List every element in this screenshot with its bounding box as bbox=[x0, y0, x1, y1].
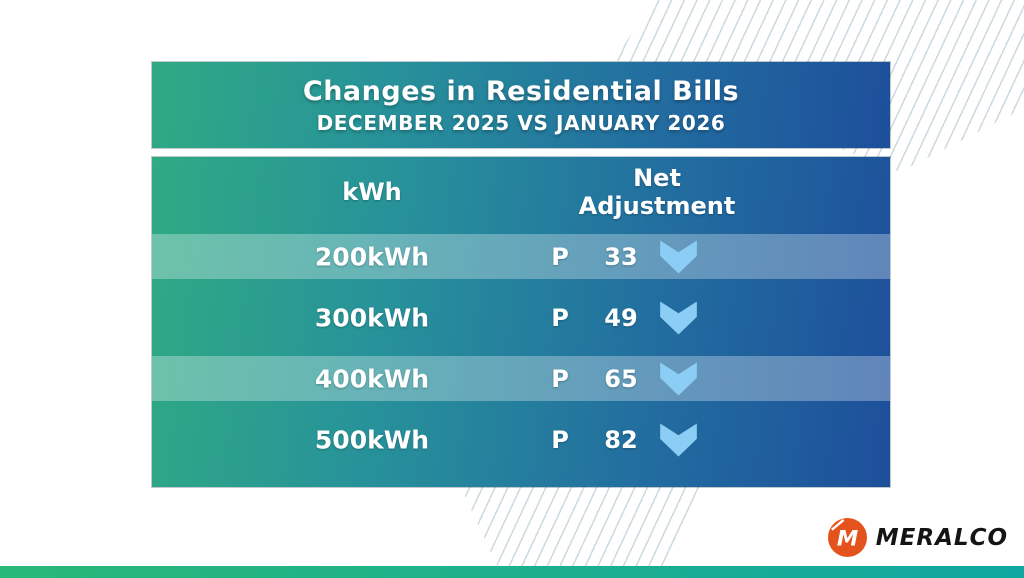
decrease-arrow-icon bbox=[660, 423, 697, 456]
table-header-row: kWh Net Adjustment bbox=[152, 157, 890, 226]
kwh-label: 200kWh bbox=[314, 242, 430, 271]
logo-monogram: M bbox=[837, 526, 858, 551]
adjustment-value: 33 bbox=[604, 242, 638, 271]
peso-symbol: P bbox=[551, 303, 569, 332]
table-row-400kwh: 400kWh P 65 bbox=[152, 348, 890, 409]
meralco-logo-icon: M bbox=[827, 517, 867, 558]
meralco-logo: M MERALCO bbox=[827, 517, 1008, 558]
column-header-kwh: kWh bbox=[342, 177, 402, 206]
title-banner: Changes in Residential Bills DECEMBER 20… bbox=[152, 62, 890, 148]
peso-symbol: P bbox=[551, 364, 569, 393]
table-row-500kwh: 500kWh P 82 bbox=[152, 409, 890, 470]
column-header-net-adjustment: Net Adjustment bbox=[578, 163, 736, 220]
decrease-arrow-icon bbox=[660, 240, 697, 273]
kwh-label: 400kWh bbox=[314, 364, 430, 393]
decrease-arrow-icon bbox=[660, 362, 697, 395]
adjustment-value: 65 bbox=[604, 364, 638, 393]
adjustment-value: 82 bbox=[604, 425, 638, 454]
decrease-arrow-icon bbox=[660, 301, 697, 334]
page-title: Changes in Residential Bills bbox=[302, 75, 740, 107]
table-row-200kwh: 200kWh P 33 bbox=[152, 226, 890, 287]
kwh-label: 300kWh bbox=[314, 303, 430, 332]
kwh-label: 500kWh bbox=[314, 425, 430, 454]
table-row-300kwh: 300kWh P 49 bbox=[152, 287, 890, 348]
peso-symbol: P bbox=[551, 242, 569, 271]
bill-changes-table: kWh Net Adjustment 200kWh P 33 300kWh P … bbox=[152, 157, 890, 487]
page-subtitle: DECEMBER 2025 VS JANUARY 2026 bbox=[316, 110, 726, 135]
bottom-accent-bar bbox=[0, 566, 1024, 578]
brand-wordmark: MERALCO bbox=[875, 524, 1008, 551]
adjustment-value: 49 bbox=[604, 303, 638, 332]
peso-symbol: P bbox=[551, 425, 569, 454]
